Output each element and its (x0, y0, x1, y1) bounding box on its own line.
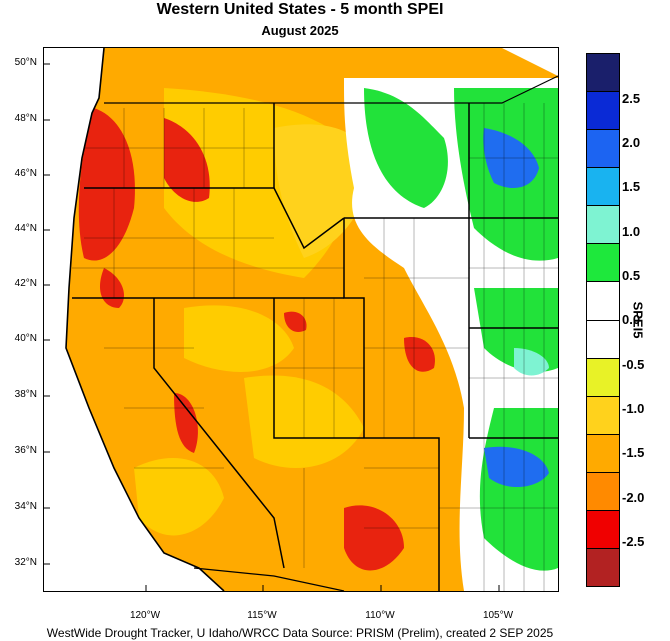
legend-swatch (587, 320, 619, 359)
spei-map (43, 47, 559, 592)
lat-label-46: 46°N (14, 168, 37, 179)
legend-label-1-0: 1.0 (622, 224, 641, 239)
legend-swatch (587, 434, 619, 473)
legend-swatch (587, 92, 619, 131)
lat-label-38: 38°N (14, 389, 37, 400)
lat-label-42: 42°N (14, 278, 37, 289)
legend-swatch (587, 396, 619, 435)
lon-label-115: 115°W (247, 610, 277, 621)
lat-label-32: 32°N (14, 557, 37, 568)
map-title: Western United States - 5 month SPEI (156, 1, 444, 18)
legend-swatch (587, 549, 619, 587)
legend-swatch (587, 472, 619, 511)
lon-label-120: 120°W (129, 610, 161, 621)
lat-label-50: 50°N (14, 57, 37, 68)
lon-label-105: 105°W (482, 610, 514, 621)
lat-label-36: 36°N (14, 445, 37, 456)
legend-label-neg-1-5: -1.5 (622, 445, 645, 460)
footer-credits: WestWide Drought Tracker, U Idaho/WRCC D… (46, 626, 554, 640)
legend-label-0-0: 0.0 (622, 312, 641, 327)
legend-swatch (587, 244, 619, 283)
legend-label-0-5: 0.5 (622, 268, 641, 283)
legend-swatch (587, 358, 619, 397)
legend-label-1-5: 1.5 (622, 179, 641, 194)
lat-label-48: 48°N (14, 113, 37, 124)
legend-title: SPEI5 (630, 301, 646, 339)
legend-swatch (587, 130, 619, 169)
legend-swatch (587, 510, 619, 550)
legend-swatch (587, 168, 619, 207)
lat-label-40: 40°N (14, 333, 37, 344)
graticule (44, 63, 500, 591)
coastline (65, 48, 225, 591)
spei-field (44, 48, 558, 591)
lat-label-34: 34°N (14, 501, 37, 512)
legend-label-neg-2-5: -2.5 (622, 534, 645, 549)
legend-swatch (587, 206, 619, 245)
map-subtitle: August 2025 (261, 23, 339, 38)
lon-label-110: 110°W (365, 610, 395, 621)
county-lines (72, 103, 558, 591)
legend-label-neg-0-5: -0.5 (622, 357, 645, 372)
legend-swatch (587, 282, 619, 321)
canada-border (104, 75, 558, 104)
map-canvas (44, 48, 558, 591)
legend-label-neg-2-0: -2.0 (622, 490, 645, 505)
legend-label-2-0: 2.0 (622, 135, 641, 150)
lat-label-44: 44°N (14, 223, 37, 234)
mexico-border (193, 567, 345, 591)
legend-label-neg-1-0: -1.0 (622, 401, 645, 416)
legend-swatch (587, 54, 619, 93)
color-legend (586, 53, 620, 587)
legend-label-2-5: 2.5 (622, 91, 641, 106)
